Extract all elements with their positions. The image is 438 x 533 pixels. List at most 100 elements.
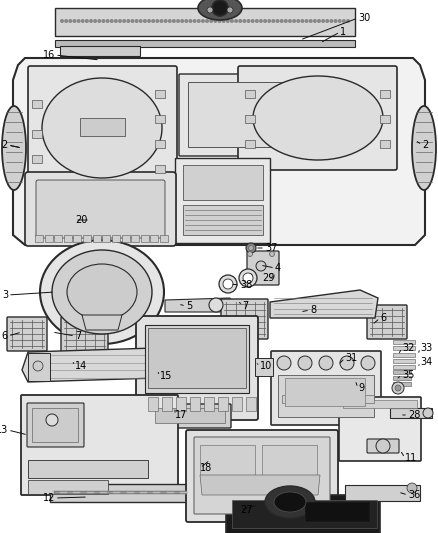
Circle shape: [60, 19, 64, 23]
Bar: [102, 235, 110, 242]
Circle shape: [234, 19, 238, 23]
Bar: [245, 90, 255, 98]
Bar: [393, 376, 411, 380]
Circle shape: [68, 19, 72, 23]
Bar: [345, 485, 420, 501]
Circle shape: [213, 19, 217, 23]
Bar: [285, 378, 365, 406]
Text: 28: 28: [408, 410, 420, 420]
FancyBboxPatch shape: [186, 430, 338, 522]
Circle shape: [85, 19, 89, 23]
Circle shape: [334, 19, 338, 23]
Ellipse shape: [40, 240, 164, 344]
Circle shape: [319, 356, 333, 370]
Bar: [32, 100, 42, 108]
Circle shape: [267, 19, 271, 23]
Bar: [393, 346, 415, 350]
Text: 36: 36: [408, 490, 420, 500]
Text: 1: 1: [340, 27, 346, 37]
Circle shape: [246, 243, 256, 253]
Bar: [64, 235, 72, 242]
FancyBboxPatch shape: [149, 404, 231, 428]
Circle shape: [239, 269, 257, 287]
Bar: [50, 484, 190, 502]
Bar: [343, 400, 417, 408]
Bar: [305, 502, 370, 522]
Bar: [245, 115, 255, 123]
Circle shape: [180, 19, 184, 23]
Circle shape: [288, 19, 292, 23]
FancyBboxPatch shape: [367, 305, 407, 339]
Polygon shape: [270, 290, 378, 318]
FancyBboxPatch shape: [339, 397, 421, 461]
Circle shape: [407, 483, 417, 493]
Bar: [175, 158, 270, 243]
Bar: [232, 500, 377, 528]
Text: 29: 29: [262, 273, 274, 283]
Circle shape: [251, 19, 254, 23]
Bar: [32, 155, 42, 163]
Bar: [390, 408, 432, 418]
Text: 9: 9: [358, 383, 364, 393]
FancyBboxPatch shape: [27, 403, 84, 447]
Circle shape: [423, 408, 433, 418]
Circle shape: [247, 19, 251, 23]
Circle shape: [218, 19, 222, 23]
Circle shape: [284, 19, 288, 23]
Bar: [155, 408, 225, 423]
Circle shape: [155, 19, 159, 23]
Bar: [28, 460, 148, 478]
Circle shape: [147, 19, 151, 23]
Ellipse shape: [198, 0, 242, 20]
Bar: [155, 140, 165, 148]
Circle shape: [118, 19, 122, 23]
Ellipse shape: [42, 78, 162, 178]
Circle shape: [247, 273, 252, 279]
Text: 14: 14: [75, 361, 87, 371]
Bar: [364, 395, 374, 403]
Circle shape: [230, 19, 234, 23]
Bar: [393, 352, 415, 357]
Ellipse shape: [2, 106, 26, 190]
Bar: [380, 90, 390, 98]
Bar: [93, 235, 101, 242]
Bar: [32, 408, 78, 442]
Bar: [183, 205, 263, 235]
Circle shape: [197, 19, 201, 23]
Circle shape: [223, 279, 233, 289]
Polygon shape: [82, 315, 122, 330]
Circle shape: [227, 7, 233, 13]
FancyBboxPatch shape: [221, 299, 268, 339]
Bar: [155, 90, 165, 98]
Circle shape: [184, 19, 188, 23]
Text: 11: 11: [405, 453, 417, 463]
Circle shape: [277, 356, 291, 370]
Bar: [148, 328, 246, 388]
Bar: [80, 118, 125, 136]
Circle shape: [298, 356, 312, 370]
Text: 7: 7: [242, 301, 248, 311]
Text: 3: 3: [2, 290, 8, 300]
Bar: [28, 353, 50, 381]
Circle shape: [376, 439, 390, 453]
FancyBboxPatch shape: [7, 317, 47, 351]
Circle shape: [164, 19, 168, 23]
Ellipse shape: [412, 106, 436, 190]
Bar: [298, 395, 308, 403]
Bar: [55, 40, 355, 47]
Circle shape: [97, 19, 101, 23]
Circle shape: [207, 7, 213, 13]
Circle shape: [176, 19, 180, 23]
Circle shape: [209, 19, 213, 23]
Circle shape: [122, 19, 126, 23]
Circle shape: [272, 19, 276, 23]
Circle shape: [64, 19, 68, 23]
Circle shape: [139, 19, 143, 23]
Circle shape: [46, 414, 58, 426]
Bar: [28, 480, 108, 494]
Text: 12: 12: [42, 493, 55, 503]
Circle shape: [269, 252, 275, 256]
FancyBboxPatch shape: [271, 351, 381, 425]
FancyBboxPatch shape: [61, 317, 108, 357]
Circle shape: [238, 19, 242, 23]
